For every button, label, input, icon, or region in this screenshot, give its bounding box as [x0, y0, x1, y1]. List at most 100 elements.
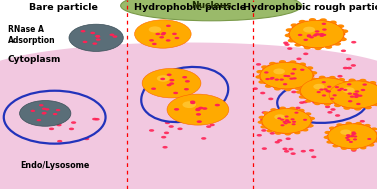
Circle shape — [172, 33, 177, 35]
Circle shape — [267, 64, 276, 69]
Circle shape — [272, 84, 282, 89]
Circle shape — [261, 125, 267, 129]
Circle shape — [334, 142, 343, 146]
Circle shape — [340, 94, 350, 99]
Circle shape — [319, 35, 324, 37]
Circle shape — [304, 77, 314, 81]
Circle shape — [326, 140, 333, 144]
Circle shape — [307, 35, 311, 37]
Circle shape — [339, 124, 348, 129]
Circle shape — [279, 78, 284, 81]
Circle shape — [325, 90, 330, 92]
Circle shape — [369, 131, 377, 135]
Circle shape — [319, 76, 326, 79]
Circle shape — [334, 42, 341, 46]
Circle shape — [270, 132, 275, 135]
Circle shape — [307, 97, 316, 101]
Circle shape — [285, 85, 294, 90]
Circle shape — [303, 119, 307, 121]
Circle shape — [325, 77, 334, 82]
Circle shape — [303, 122, 312, 126]
Circle shape — [303, 119, 313, 123]
Circle shape — [149, 39, 154, 42]
Circle shape — [311, 156, 316, 158]
Circle shape — [325, 45, 332, 49]
Circle shape — [175, 37, 179, 39]
Circle shape — [182, 101, 196, 108]
Circle shape — [330, 98, 334, 100]
Circle shape — [327, 90, 331, 93]
Circle shape — [273, 68, 285, 74]
Circle shape — [112, 35, 117, 38]
Circle shape — [290, 60, 296, 64]
Circle shape — [206, 125, 211, 128]
Circle shape — [166, 39, 170, 42]
Circle shape — [345, 145, 354, 149]
Circle shape — [338, 78, 345, 81]
Circle shape — [291, 109, 300, 113]
Circle shape — [329, 76, 336, 79]
Circle shape — [348, 92, 352, 95]
Circle shape — [318, 100, 328, 104]
Ellipse shape — [121, 0, 302, 21]
Circle shape — [169, 125, 174, 128]
Circle shape — [336, 83, 345, 88]
Circle shape — [339, 88, 344, 90]
Circle shape — [296, 127, 305, 131]
Circle shape — [303, 27, 315, 33]
Circle shape — [323, 88, 328, 90]
Circle shape — [309, 18, 316, 22]
Circle shape — [293, 81, 298, 84]
Circle shape — [300, 113, 309, 117]
Circle shape — [280, 124, 285, 126]
Circle shape — [287, 83, 292, 85]
Circle shape — [343, 92, 352, 96]
Circle shape — [351, 145, 360, 149]
Circle shape — [94, 118, 100, 121]
Circle shape — [294, 86, 302, 90]
Circle shape — [92, 118, 97, 120]
Circle shape — [331, 78, 340, 83]
Circle shape — [167, 74, 172, 76]
Circle shape — [273, 109, 282, 113]
Circle shape — [348, 104, 358, 109]
Circle shape — [327, 86, 331, 88]
Circle shape — [342, 98, 349, 102]
Circle shape — [291, 63, 301, 67]
Circle shape — [167, 84, 172, 86]
Circle shape — [300, 85, 309, 90]
Circle shape — [96, 38, 101, 41]
Circle shape — [322, 81, 326, 83]
Circle shape — [280, 119, 284, 121]
Circle shape — [312, 99, 321, 103]
Circle shape — [322, 94, 326, 97]
Circle shape — [355, 104, 365, 109]
Circle shape — [368, 143, 374, 147]
Circle shape — [299, 20, 306, 23]
Circle shape — [291, 84, 301, 89]
Circle shape — [313, 84, 325, 89]
Circle shape — [337, 75, 343, 77]
Circle shape — [313, 101, 318, 104]
Circle shape — [272, 63, 282, 67]
Circle shape — [291, 23, 298, 27]
Circle shape — [69, 24, 123, 51]
Circle shape — [343, 87, 355, 93]
Circle shape — [49, 128, 54, 130]
Circle shape — [262, 147, 267, 150]
Circle shape — [259, 70, 269, 75]
Circle shape — [149, 26, 161, 33]
Circle shape — [336, 97, 345, 101]
Circle shape — [359, 79, 366, 82]
Circle shape — [81, 30, 86, 33]
Circle shape — [261, 119, 269, 123]
Circle shape — [301, 150, 306, 153]
Circle shape — [265, 84, 272, 88]
Circle shape — [269, 62, 276, 65]
Circle shape — [149, 129, 154, 132]
Circle shape — [284, 43, 290, 46]
Circle shape — [306, 66, 313, 70]
Circle shape — [343, 67, 348, 69]
Circle shape — [206, 117, 211, 120]
Circle shape — [351, 149, 356, 152]
